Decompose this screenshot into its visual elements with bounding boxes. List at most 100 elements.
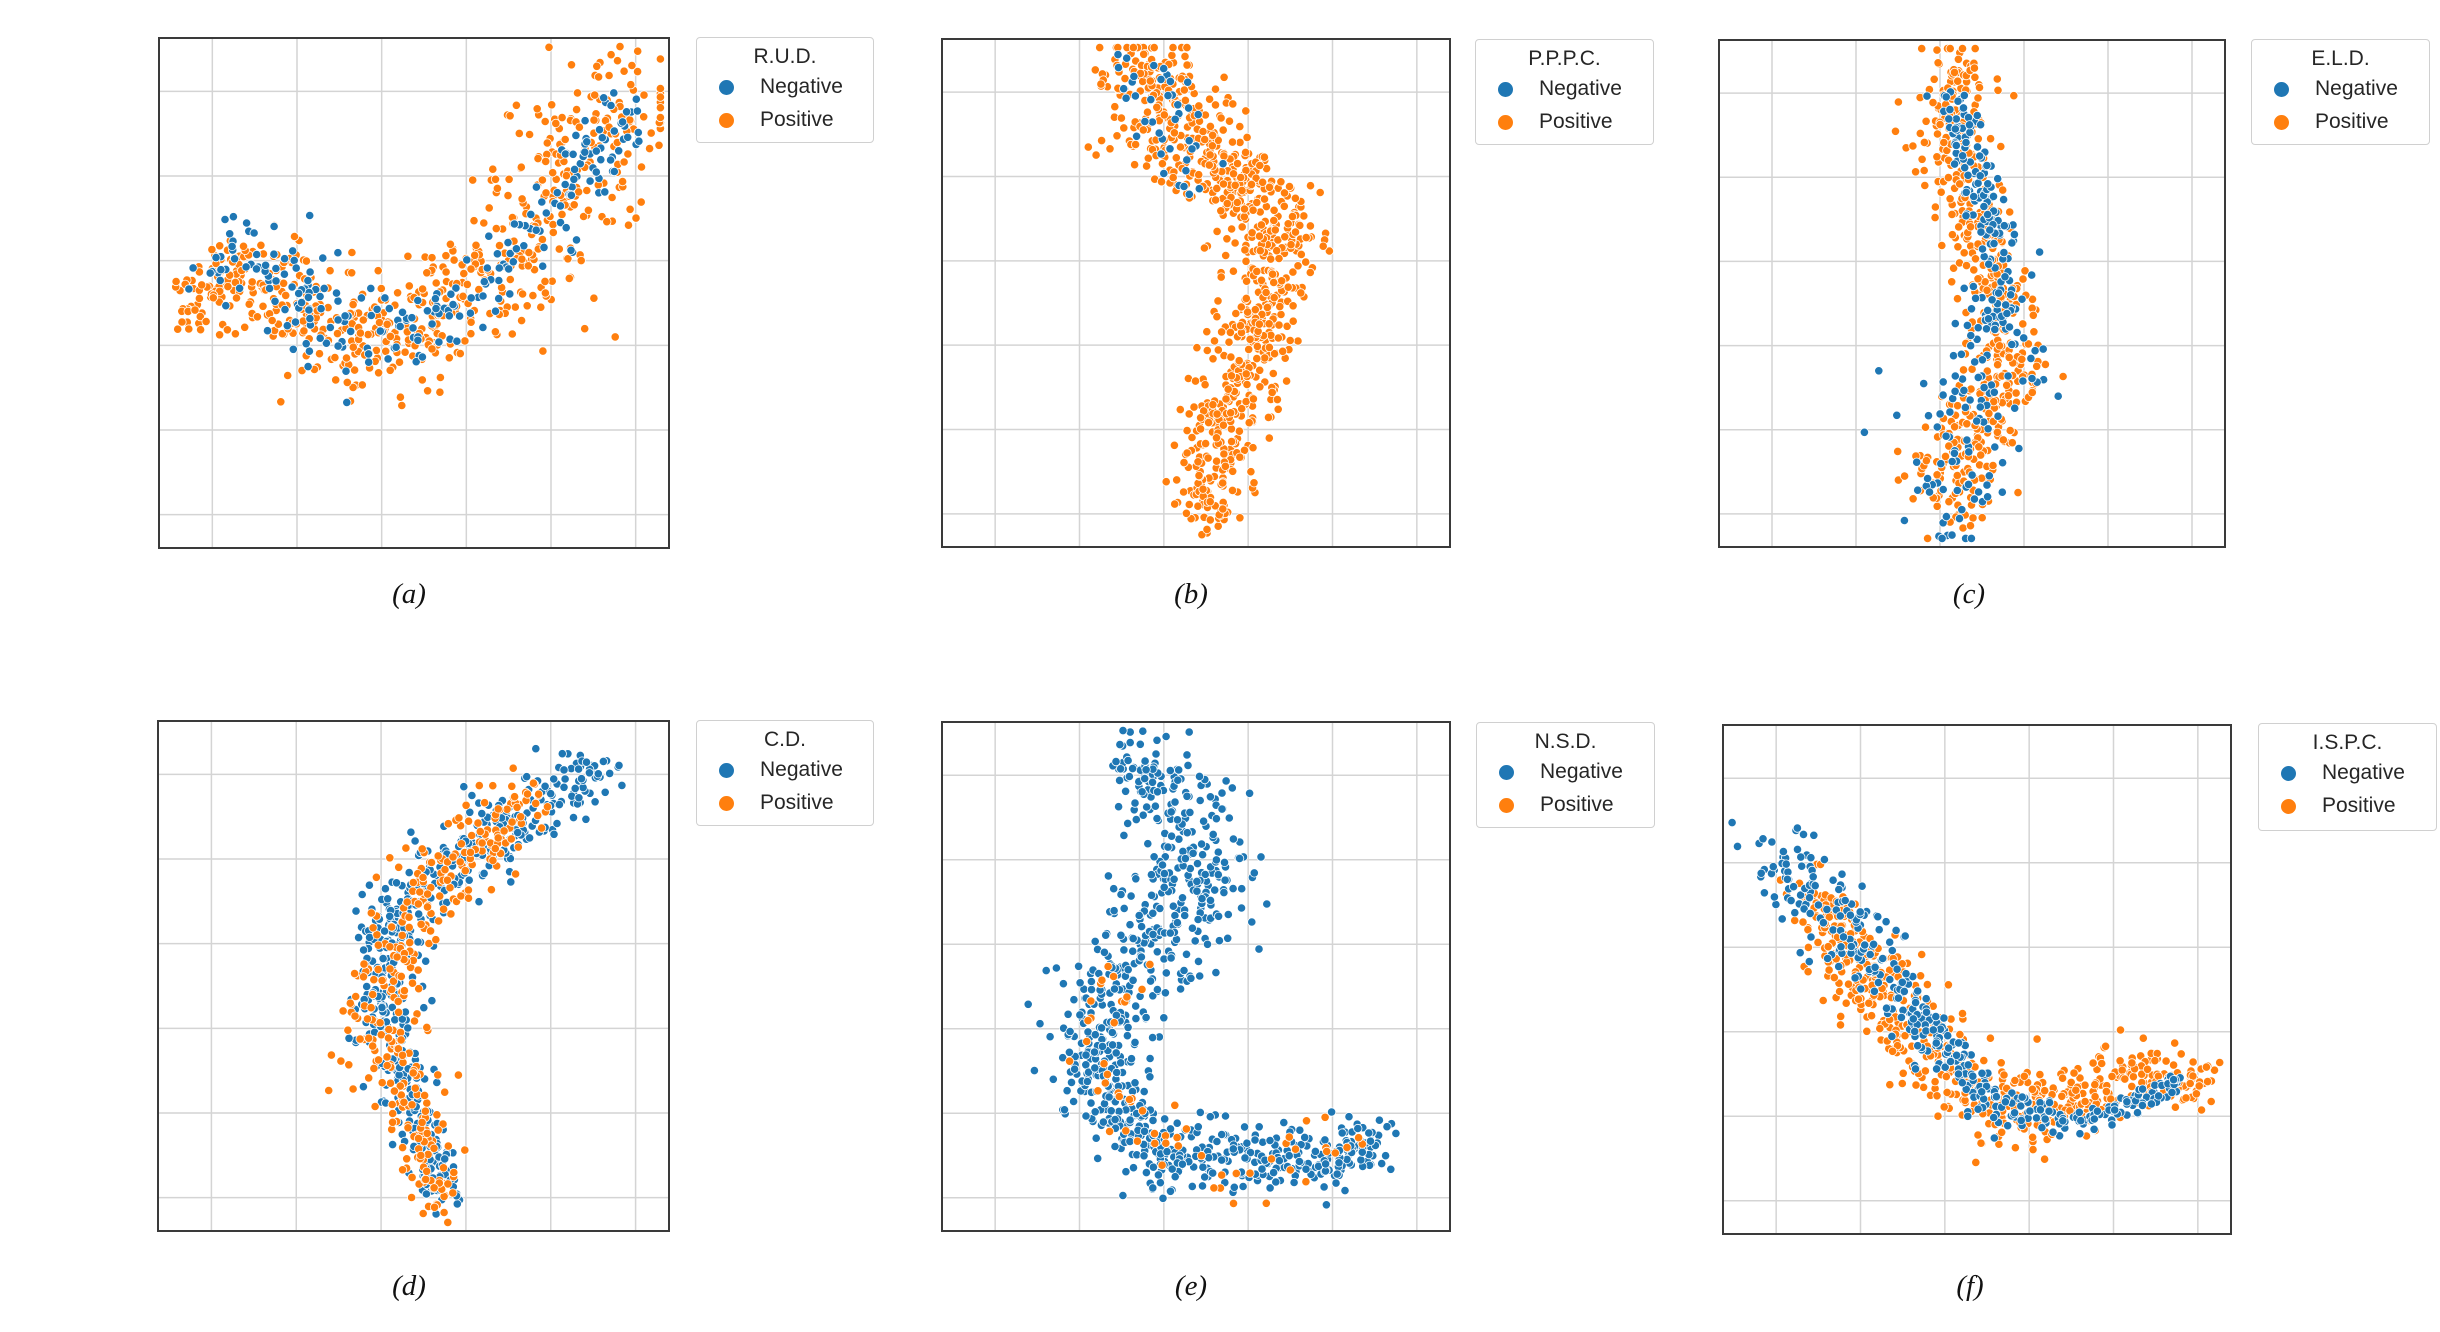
data-point <box>1203 417 1214 428</box>
data-point <box>1342 1142 1352 1152</box>
data-point <box>1211 814 1221 824</box>
data-point <box>461 800 471 810</box>
data-point <box>540 116 550 127</box>
negative-marker-icon <box>1499 764 1514 780</box>
data-point <box>632 106 642 116</box>
data-point <box>468 175 478 185</box>
data-point <box>606 50 616 60</box>
data-point <box>1175 404 1185 415</box>
data-point <box>1169 440 1179 450</box>
data-point <box>1874 366 1884 376</box>
data-point <box>614 146 624 156</box>
data-point <box>1962 320 1972 330</box>
data-point <box>315 291 325 302</box>
data-point <box>1290 1144 1301 1154</box>
data-point <box>1226 371 1237 381</box>
data-point <box>1288 301 1298 311</box>
data-point <box>1124 1094 1135 1105</box>
data-point <box>2002 308 2012 319</box>
data-point <box>1099 947 1109 957</box>
data-point <box>479 277 489 287</box>
data-point <box>1245 334 1255 344</box>
data-point <box>1205 895 1216 905</box>
data-point <box>316 304 326 314</box>
data-point <box>1357 1147 1367 1157</box>
data-point <box>2007 238 2017 248</box>
data-point <box>524 248 534 258</box>
data-point <box>1929 74 1939 84</box>
data-point <box>1928 97 1938 108</box>
data-point <box>1194 771 1205 782</box>
data-point <box>1122 53 1132 63</box>
data-point <box>1320 1135 1330 1145</box>
data-point <box>1086 1098 1096 1108</box>
data-point <box>1208 354 1218 364</box>
data-point <box>1988 191 1999 201</box>
legend-label-positive: Positive <box>760 791 834 814</box>
data-point <box>377 1078 387 1088</box>
data-point <box>1109 984 1120 994</box>
data-point <box>1969 494 1979 504</box>
data-point <box>1111 756 1121 767</box>
data-point <box>1146 870 1156 880</box>
data-point <box>435 387 445 397</box>
data-point <box>1276 309 1286 320</box>
data-point <box>413 899 423 909</box>
data-point <box>1993 411 2003 421</box>
data-point <box>1181 949 1192 959</box>
data-point <box>380 926 390 936</box>
data-point <box>547 100 557 110</box>
data-point <box>420 1106 430 1116</box>
data-point <box>1132 131 1142 141</box>
data-point <box>1247 228 1257 238</box>
data-point <box>1953 96 1963 106</box>
data-point <box>1116 764 1126 774</box>
data-point <box>538 261 548 271</box>
plot-area-b <box>941 38 1451 548</box>
data-point <box>1973 1130 1983 1140</box>
data-point <box>427 344 437 354</box>
data-point <box>1930 202 1940 212</box>
data-point <box>563 254 573 264</box>
data-point <box>1969 63 1979 73</box>
data-point <box>2009 229 2019 239</box>
data-point <box>1890 126 1901 136</box>
data-point <box>2032 361 2042 371</box>
data-point <box>2029 327 2039 337</box>
data-point <box>1212 1136 1222 1147</box>
data-point <box>456 839 466 849</box>
data-point <box>1983 424 1993 434</box>
data-point <box>1998 195 2009 205</box>
data-point <box>1149 1128 1160 1139</box>
data-point <box>1173 100 1183 110</box>
data-point <box>305 313 315 324</box>
data-point <box>429 1202 440 1212</box>
data-point <box>387 1099 397 1110</box>
data-point <box>516 315 527 326</box>
data-point <box>345 998 355 1008</box>
data-point <box>1123 1022 1133 1032</box>
data-point <box>1919 378 1929 389</box>
data-point <box>1875 1023 1885 1034</box>
data-point <box>355 1034 365 1044</box>
data-point <box>1279 1117 1289 1128</box>
data-point <box>623 220 634 230</box>
data-point <box>395 1081 405 1091</box>
data-point <box>314 349 325 359</box>
data-point <box>1161 477 1171 487</box>
data-point <box>1244 344 1254 354</box>
data-point <box>215 241 225 251</box>
data-point <box>1941 431 1951 441</box>
data-point <box>1932 470 1942 480</box>
data-point <box>394 862 404 872</box>
data-point <box>1149 43 1159 53</box>
data-point <box>591 167 601 177</box>
data-point <box>524 129 535 140</box>
data-point <box>1919 165 1929 176</box>
data-point <box>324 1085 334 1096</box>
data-point <box>1202 327 1212 337</box>
data-point <box>1139 1126 1150 1136</box>
data-point <box>463 885 473 895</box>
negative-marker-icon <box>719 79 734 95</box>
data-point <box>599 93 609 103</box>
